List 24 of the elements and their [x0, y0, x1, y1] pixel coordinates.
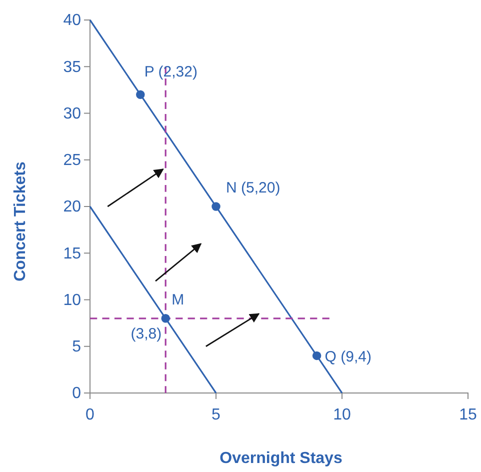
annotation: Q (9,4) — [324, 348, 372, 366]
x-tick-label: 5 — [212, 406, 221, 424]
y-axis-title: Concert Tickets — [12, 162, 29, 282]
point — [136, 90, 145, 99]
y-tick-label: 30 — [63, 105, 82, 122]
annotation: M — [172, 291, 184, 308]
x-axis-title: Overnight Stays — [220, 450, 342, 467]
y-tick-label: 0 — [72, 385, 82, 402]
y-tick-label: 10 — [63, 292, 82, 309]
x-tick-label: 10 — [333, 406, 351, 424]
y-tick-label: 5 — [72, 338, 82, 356]
point — [212, 202, 220, 211]
annotation: N (5,20) — [226, 180, 280, 196]
point — [312, 351, 322, 360]
y-tick-label: 20 — [63, 198, 82, 216]
x-tick-label: 15 — [459, 406, 477, 424]
annotation: (3,8) — [130, 325, 162, 342]
y-tick-label: 15 — [63, 245, 82, 262]
annotation: P (2,32) — [144, 64, 198, 81]
y-tick-label: 25 — [63, 152, 82, 169]
y-tick-label: 35 — [63, 58, 82, 76]
point — [161, 314, 170, 323]
x-tick-label: 0 — [86, 406, 95, 424]
y-tick-label: 40 — [63, 12, 82, 30]
